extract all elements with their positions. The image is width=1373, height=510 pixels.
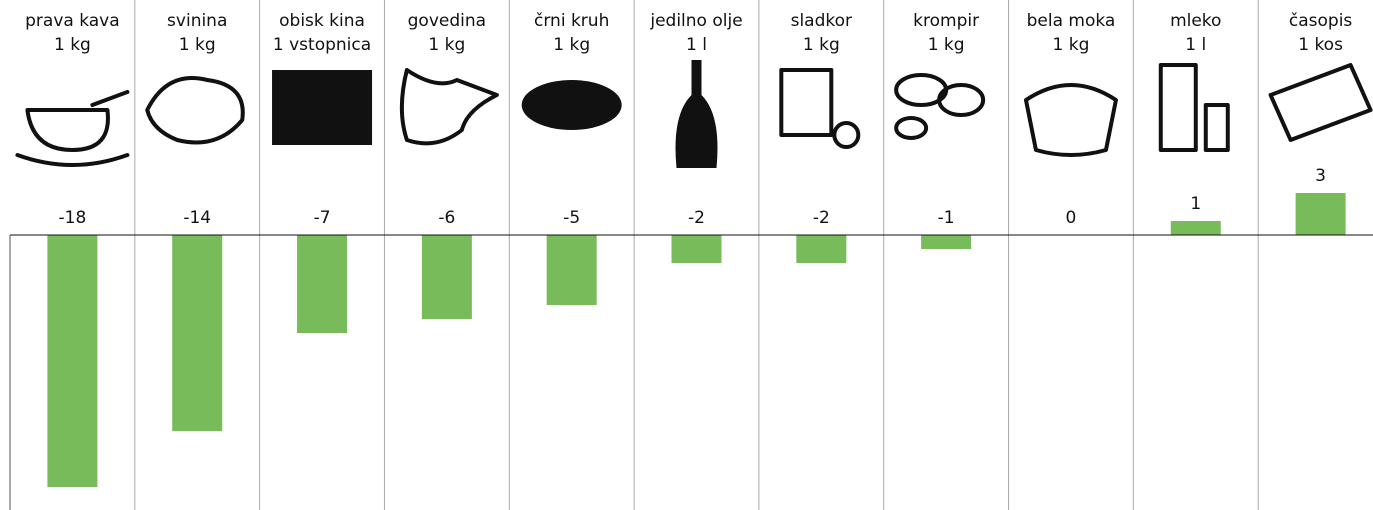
icon-part <box>832 121 861 149</box>
icon-part <box>1268 63 1373 142</box>
icon <box>675 60 718 168</box>
bar <box>546 235 597 305</box>
unit-label: 1 vstopnica <box>273 35 371 55</box>
icon-part <box>894 116 929 140</box>
value-label: -7 <box>314 208 331 228</box>
bar <box>1170 221 1221 235</box>
category-label: bela moka <box>1027 11 1116 31</box>
value-label: -2 <box>813 208 830 228</box>
category-label: sladkor <box>791 11 852 31</box>
value-label: -1 <box>938 208 955 228</box>
unit-label: 1 l <box>1185 35 1206 55</box>
icon-part <box>779 68 834 137</box>
value-label: -6 <box>438 208 455 228</box>
unit-label: 1 kg <box>1053 35 1090 55</box>
category-label: prava kava <box>25 11 120 31</box>
bar <box>172 235 223 431</box>
value-label: 1 <box>1190 194 1201 214</box>
bar <box>796 235 847 263</box>
icon <box>779 68 861 149</box>
icon <box>894 73 986 140</box>
value-label: -14 <box>183 208 211 228</box>
bar <box>671 235 722 263</box>
icon-part <box>937 83 986 117</box>
icon <box>399 68 499 146</box>
category-label: svinina <box>167 11 227 31</box>
icon <box>145 76 245 145</box>
value-label: 3 <box>1315 166 1326 186</box>
value-label: 0 <box>1066 208 1077 228</box>
unit-label: 1 kg <box>428 35 465 55</box>
icon-part <box>1203 103 1230 152</box>
icon-part <box>1158 63 1198 152</box>
icon <box>1268 63 1373 142</box>
category-label: časopis <box>1289 11 1353 31</box>
icon <box>1023 83 1118 157</box>
category-label: govedina <box>408 11 486 31</box>
bar <box>921 235 972 249</box>
icon-part <box>675 60 718 168</box>
icons <box>15 60 1373 168</box>
unit-label: 1 kos <box>1298 35 1343 55</box>
unit-label: 1 kg <box>553 35 590 55</box>
bar <box>47 235 98 487</box>
category-label: krompir <box>913 11 979 31</box>
category-label: mleko <box>1170 11 1221 31</box>
category-label: črni kruh <box>534 11 609 31</box>
icon <box>272 70 373 145</box>
value-label: -5 <box>563 208 580 228</box>
bar <box>1295 193 1346 235</box>
unit-label: 1 l <box>686 35 707 55</box>
icon-part <box>1023 83 1118 157</box>
unit-label: 1 kg <box>179 35 216 55</box>
icon-part <box>399 68 499 146</box>
category-label: obisk kina <box>279 11 365 31</box>
icon <box>1158 63 1230 152</box>
value-label: -18 <box>59 208 87 228</box>
icon-part <box>90 90 130 107</box>
value-label: -2 <box>688 208 705 228</box>
bar <box>297 235 348 333</box>
unit-label: 1 kg <box>928 35 965 55</box>
unit-label: 1 kg <box>803 35 840 55</box>
icon <box>521 80 622 130</box>
icon <box>15 90 130 167</box>
icon-part <box>272 70 373 145</box>
icon-part <box>521 80 622 130</box>
category-label: jedilno olje <box>649 11 742 31</box>
icon-part <box>145 76 245 145</box>
bar <box>421 235 472 319</box>
icon-part <box>15 108 130 167</box>
unit-label: 1 kg <box>54 35 91 55</box>
